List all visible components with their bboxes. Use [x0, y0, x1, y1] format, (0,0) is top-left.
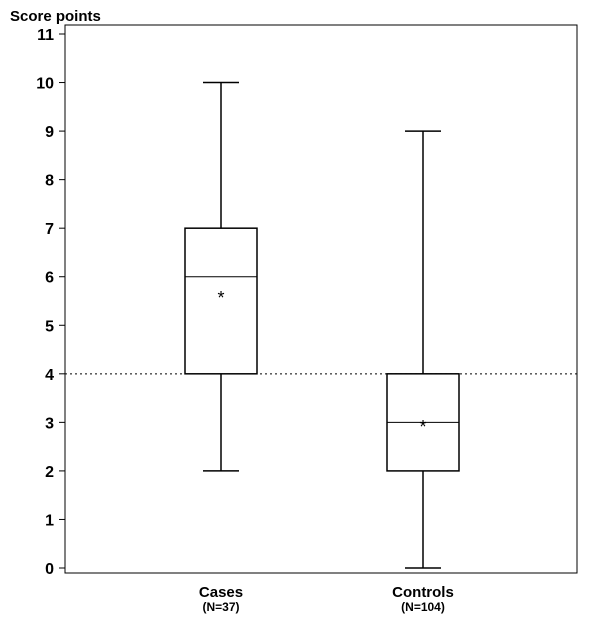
y-tick-label: 5: [45, 318, 54, 335]
y-axis: 0 1 2 3 4 5 6 7 8 9 10 11: [36, 27, 65, 578]
y-tick-label: 1: [45, 512, 54, 529]
y-tick-label: 4: [45, 367, 54, 384]
mean-marker: *: [419, 417, 426, 437]
y-tick-label: 0: [45, 561, 54, 578]
boxes-layer: **: [184, 81, 460, 569]
y-axis-label: Score points: [10, 8, 101, 25]
y-tick-label: 6: [45, 270, 54, 287]
y-tick-label: 8: [45, 173, 54, 190]
category-n-cases: (N=37): [202, 600, 239, 614]
box-cases: *: [184, 81, 258, 472]
y-tick-label: 7: [45, 221, 54, 238]
y-tick-label: 10: [36, 76, 54, 93]
category-label-controls: Controls: [392, 584, 454, 601]
iqr-box: [184, 227, 258, 375]
category-n-controls: (N=104): [401, 600, 445, 614]
y-tick-label: 11: [37, 27, 54, 44]
category-label-cases: Cases: [199, 584, 243, 601]
y-tick-label: 2: [45, 464, 54, 481]
mean-marker: *: [217, 288, 224, 308]
y-tick-label: 9: [45, 124, 54, 141]
y-tick-label: 3: [45, 415, 54, 432]
x-axis: Cases(N=37) Controls(N=104): [199, 584, 454, 614]
plot-frame: [64, 24, 578, 574]
box-controls: *: [386, 130, 460, 569]
